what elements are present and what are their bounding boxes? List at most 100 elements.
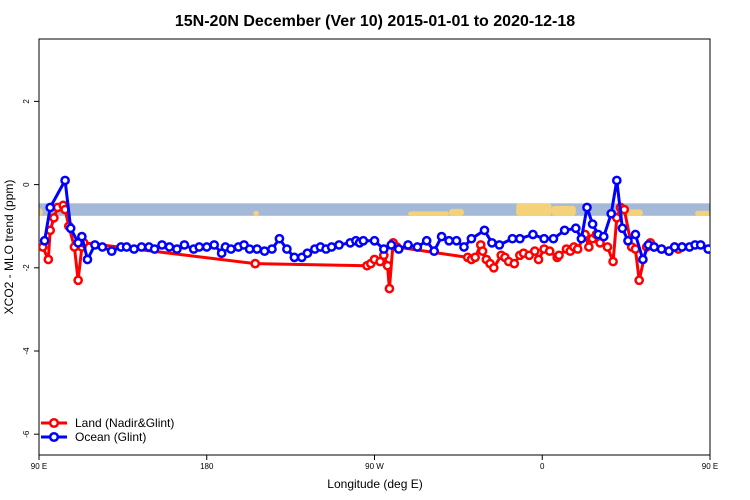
data-point <box>598 231 609 242</box>
data-point <box>302 248 313 259</box>
data-point <box>548 233 559 244</box>
data-point <box>602 242 613 252</box>
data-point <box>60 175 70 186</box>
data-point <box>282 244 292 254</box>
data-point <box>634 275 645 286</box>
data-point <box>630 229 641 240</box>
data-point <box>507 233 518 244</box>
data-point <box>129 244 139 254</box>
x-tick-label: 0 <box>540 462 545 471</box>
data-point <box>488 262 499 273</box>
data-point <box>421 235 432 246</box>
data-point <box>477 246 488 257</box>
data-point <box>358 235 369 246</box>
data-point <box>267 244 277 254</box>
data-point <box>677 242 687 252</box>
series-ocean <box>39 175 710 265</box>
data-point <box>539 233 549 244</box>
map-band-land <box>449 208 464 216</box>
y-tick-label: -6 <box>22 430 31 438</box>
data-point <box>45 202 56 213</box>
data-point <box>479 225 490 236</box>
data-point <box>378 244 389 254</box>
data-point <box>606 208 617 219</box>
series-layer <box>39 175 710 294</box>
data-point <box>157 240 167 250</box>
data-point <box>559 225 570 236</box>
x-axis-label: Longitude (deg E) <box>327 477 422 491</box>
data-point <box>570 223 581 234</box>
data-point <box>638 254 648 265</box>
data-point <box>695 240 706 250</box>
data-point <box>49 213 59 223</box>
data-point <box>121 242 132 252</box>
data-point <box>43 254 54 265</box>
data-point <box>252 244 262 254</box>
data-point <box>509 258 520 269</box>
data-point <box>209 240 220 250</box>
data-point <box>649 242 659 252</box>
data-point <box>77 231 87 242</box>
y-tick-label: -4 <box>22 347 31 355</box>
data-point <box>289 252 300 263</box>
data-point <box>554 250 564 261</box>
data-point <box>244 244 255 254</box>
data-point <box>201 242 212 252</box>
data-point <box>451 235 462 246</box>
data-point <box>583 242 594 252</box>
data-point <box>470 252 480 263</box>
map-band-land <box>253 210 259 216</box>
legend-ocean-label: Ocean (Glint) <box>75 430 146 444</box>
data-point <box>106 246 117 257</box>
map-band-land <box>695 210 710 216</box>
chart-title: 15N-20N December (Ver 10) 2015-01-01 to … <box>175 13 575 30</box>
x-tick-label: 90 W <box>365 462 384 471</box>
data-point <box>172 244 182 254</box>
legend-land-marker <box>48 417 60 429</box>
data-point <box>326 242 337 252</box>
data-point <box>656 244 667 254</box>
data-point <box>544 246 555 257</box>
data-point <box>149 244 160 254</box>
y-axis-label: XCO2 - MLO trend (ppm) <box>2 180 16 315</box>
data-point <box>528 229 538 240</box>
data-point <box>459 242 469 252</box>
data-point <box>97 242 108 252</box>
data-point <box>382 260 393 271</box>
x-tick-label: 90 E <box>31 462 47 471</box>
data-point <box>334 240 344 250</box>
y-axis: 2 0 -2 -4 -6 <box>22 99 39 438</box>
legend-ocean-marker <box>48 431 60 443</box>
data-point <box>623 235 633 246</box>
data-point <box>386 240 397 250</box>
data-point <box>259 246 270 257</box>
legend: Land (Nadir&Glint) Ocean (Glint) <box>41 416 174 444</box>
data-point <box>669 242 680 252</box>
x-tick-label: 180 <box>200 462 214 471</box>
map-band-land <box>39 208 43 216</box>
legend-land-label: Land (Nadir&Glint) <box>75 416 174 430</box>
data-point <box>369 235 380 246</box>
x-axis: 90 E 180 90 W 0 90 E <box>31 455 718 471</box>
data-point <box>384 283 395 294</box>
data-point <box>393 244 404 254</box>
data-point <box>73 275 83 286</box>
data-point <box>444 235 454 246</box>
map-band-land <box>551 205 576 216</box>
data-point <box>82 254 93 265</box>
data-point <box>429 246 439 257</box>
data-point <box>529 246 540 257</box>
data-point <box>179 240 190 250</box>
data-point <box>608 256 618 267</box>
data-point <box>533 254 544 265</box>
data-point <box>403 240 413 250</box>
data-point <box>90 240 100 250</box>
data-point <box>582 202 592 213</box>
data-point <box>226 244 236 254</box>
data-point <box>572 244 583 254</box>
y-tick-label: -2 <box>22 264 31 272</box>
data-point <box>494 240 505 250</box>
data-point <box>436 231 447 242</box>
map-band <box>39 203 710 216</box>
